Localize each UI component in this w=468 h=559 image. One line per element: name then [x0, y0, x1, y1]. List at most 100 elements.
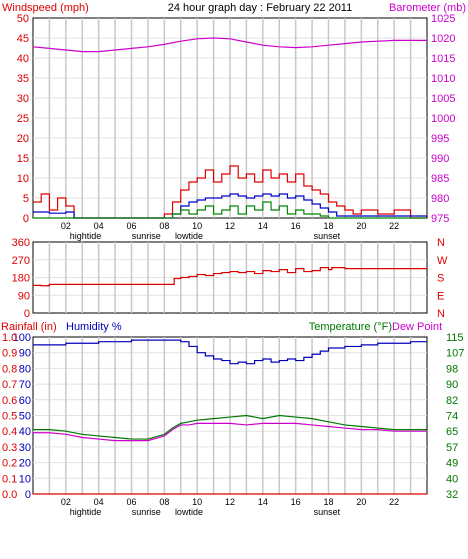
series-dew-point	[33, 422, 427, 442]
compass-tick: E	[437, 290, 444, 302]
series-barometer	[32, 37, 427, 53]
wind-panel-x-tick: 12	[225, 221, 235, 231]
direction-tick: 360	[12, 237, 30, 249]
humidity-panel-x-tick: 12	[225, 497, 235, 507]
rainfall-tick: 0.9	[2, 348, 17, 360]
compass-tick: W	[437, 255, 448, 267]
rainfall-tick: 1.0	[2, 332, 17, 344]
windspeed-tick: 20	[17, 133, 29, 145]
barometer-tick: 975	[431, 213, 449, 225]
humidity-panel-x-tick: 16	[291, 497, 301, 507]
series-temperature	[33, 414, 427, 440]
humidity-panel-x-tick: 14	[258, 497, 268, 507]
wind-panel-marker-hightide: hightide	[70, 231, 102, 241]
humidity-tick: 100	[13, 332, 31, 344]
humidity-panel-x-tick: 22	[389, 497, 399, 507]
humidity-panel-x-tick: 06	[126, 497, 136, 507]
barometer-tick: 1000	[431, 113, 455, 125]
wind-panel-x-tick: 02	[61, 221, 71, 231]
windspeed-tick: 10	[17, 173, 29, 185]
rainfall-tick: 0.5	[2, 411, 17, 423]
humidity-tick: 40	[19, 426, 31, 438]
series-wind-minimum	[33, 201, 427, 219]
rainfall-tick: 0.3	[2, 442, 17, 454]
temperature-tick: 74	[446, 411, 458, 423]
compass-tick: S	[437, 273, 444, 285]
compass-tick: N	[437, 308, 445, 320]
direction-tick: 270	[12, 255, 30, 267]
wind-panel-x-tick: 22	[389, 221, 399, 231]
humidity-tick: 60	[19, 395, 31, 407]
humidity-tick: 90	[19, 348, 31, 360]
temperature-axis-label: Temperature (°F)	[309, 321, 392, 333]
windspeed-tick: 0	[23, 213, 29, 225]
rainfall-tick: 0.6	[2, 395, 17, 407]
wind-panel-x-tick: 16	[291, 221, 301, 231]
wind-panel-x-tick: 10	[192, 221, 202, 231]
wind-panel-x-tick: 08	[159, 221, 169, 231]
dewpoint-axis-label: Dew Point	[392, 321, 442, 333]
rainfall-axis-label: Rainfall (in)	[1, 321, 57, 333]
rainfall-tick: 0.2	[2, 458, 17, 470]
wind-panel-x-tick: 20	[356, 221, 366, 231]
wind-panel-x-tick: 14	[258, 221, 268, 231]
windspeed-tick: 30	[17, 93, 29, 105]
temperature-tick: 32	[446, 489, 458, 501]
humidity-tick: 50	[19, 411, 31, 423]
barometer-tick: 1025	[431, 13, 455, 25]
temperature-tick: 49	[446, 458, 458, 470]
humidity-panel-marker-hightide: hightide	[70, 507, 102, 517]
humidity-tick: 10	[19, 473, 31, 485]
windspeed-tick: 25	[17, 113, 29, 125]
direction-tick: 0	[24, 308, 30, 320]
humidity-panel-x-tick: 04	[94, 497, 104, 507]
wind-panel-marker-sunset: sunset	[314, 231, 341, 241]
temperature-tick: 40	[446, 473, 458, 485]
windspeed-tick: 50	[17, 13, 29, 25]
temperature-tick: 107	[446, 348, 464, 360]
windspeed-tick: 5	[23, 193, 29, 205]
windspeed-tick: 45	[17, 33, 29, 45]
barometer-tick: 980	[431, 193, 449, 205]
wind-panel-x-tick: 18	[323, 221, 333, 231]
rainfall-tick: 0.1	[2, 473, 17, 485]
humidity-panel-x-tick: 08	[159, 497, 169, 507]
barometer-tick: 1010	[431, 73, 455, 85]
humidity-axis-label: Humidity %	[66, 321, 122, 333]
barometer-tick: 1005	[431, 93, 455, 105]
rainfall-tick: 0.8	[2, 363, 17, 375]
humidity-panel-x-tick: 18	[323, 497, 333, 507]
wind-panel-x-tick: 06	[126, 221, 136, 231]
compass-tick: N	[437, 237, 445, 249]
wind-panel-marker-sunrise: sunrise	[132, 231, 161, 241]
windspeed-tick: 15	[17, 153, 29, 165]
windspeed-axis-label: Windspeed (mph)	[2, 2, 89, 14]
barometer-tick: 1020	[431, 33, 455, 45]
temperature-tick: 82	[446, 395, 458, 407]
barometer-tick: 990	[431, 153, 449, 165]
humidity-panel-marker-sunset: sunset	[314, 507, 341, 517]
rainfall-tick: 0.7	[2, 379, 17, 391]
temperature-tick: 90	[446, 379, 458, 391]
humidity-tick: 70	[19, 379, 31, 391]
direction-tick: 180	[12, 273, 30, 285]
humidity-tick: 0	[25, 489, 31, 501]
humidity-panel-x-tick: 10	[192, 497, 202, 507]
humidity-tick: 20	[19, 458, 31, 470]
series-humidity	[33, 339, 427, 365]
rainfall-tick: 0.4	[2, 426, 17, 438]
wind-panel-x-tick: 04	[94, 221, 104, 231]
series-wind-direction	[33, 267, 427, 287]
barometer-tick: 1015	[431, 53, 455, 65]
temperature-tick: 57	[446, 442, 458, 454]
humidity-panel-marker-lowtide: lowtide	[175, 507, 203, 517]
barometer-axis-label: Barometer (mb)	[389, 2, 466, 14]
humidity-panel-x-tick: 02	[61, 497, 71, 507]
windspeed-tick: 40	[17, 53, 29, 65]
temperature-tick: 98	[446, 363, 458, 375]
humidity-panel-x-tick: 20	[356, 497, 366, 507]
wind-panel-marker-lowtide: lowtide	[175, 231, 203, 241]
temperature-tick: 65	[446, 426, 458, 438]
humidity-panel-marker-sunrise: sunrise	[132, 507, 161, 517]
